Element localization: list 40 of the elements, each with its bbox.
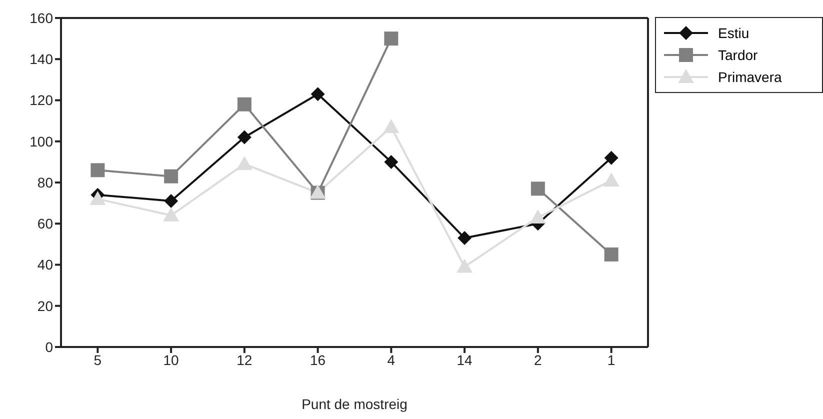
point — [237, 130, 252, 144]
point — [456, 258, 473, 273]
y-tick-label: 120 — [30, 92, 54, 108]
point — [90, 163, 105, 178]
x-tick-label: 5 — [94, 352, 102, 368]
point — [384, 154, 398, 169]
x-tick-label: 2 — [534, 352, 542, 368]
point — [310, 87, 325, 102]
point — [164, 194, 178, 208]
y-tick-label: 140 — [30, 51, 54, 68]
point — [163, 207, 180, 222]
legend-label: Primavera — [718, 69, 782, 85]
point — [458, 231, 472, 246]
point — [164, 169, 178, 184]
y-tick-label: 0 — [45, 338, 54, 355]
y-tick-label: 160 — [30, 10, 54, 26]
point — [530, 209, 546, 224]
y-tick-label: 60 — [37, 216, 54, 232]
x-tick-label: 10 — [163, 352, 180, 368]
y-tick-label: 80 — [37, 174, 54, 190]
legend-label: Tardor — [718, 47, 758, 63]
legend-label: Estiu — [718, 25, 750, 41]
x-tick-label: 12 — [236, 352, 252, 368]
point — [604, 150, 618, 165]
x-tick-label: 14 — [456, 352, 473, 368]
x-tick-label: 1 — [607, 352, 616, 368]
x-tick-label: 4 — [387, 352, 396, 368]
x-tick-label: 16 — [310, 352, 326, 368]
point — [384, 32, 398, 46]
y-tick-label: 100 — [30, 133, 54, 150]
point — [530, 182, 545, 196]
x-axis-title: Punt de mostreig — [302, 396, 408, 412]
y-tick-label: 40 — [37, 256, 54, 273]
point — [237, 97, 252, 112]
point — [383, 118, 400, 133]
point — [236, 156, 252, 170]
y-tick-label: 20 — [37, 298, 54, 314]
point — [90, 190, 106, 205]
point — [603, 172, 620, 186]
point — [604, 247, 618, 262]
